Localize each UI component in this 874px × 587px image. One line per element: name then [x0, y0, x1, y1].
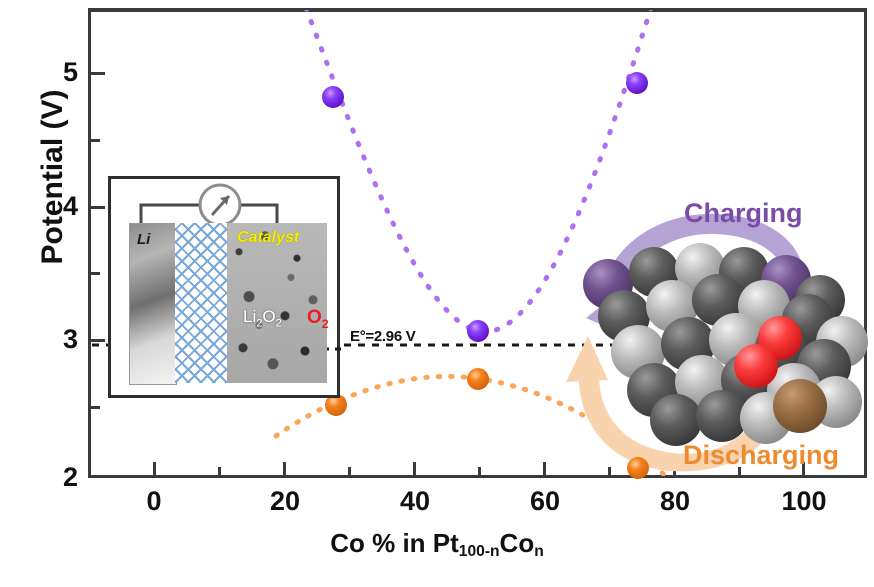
- electrolyte-separator: [175, 223, 227, 383]
- y-major-tick-5: [91, 72, 105, 75]
- discharging-arrow-icon: [566, 336, 766, 472]
- battery-schematic-inset: Li Catalyst Li2O2 O2: [108, 176, 343, 398]
- data-point-charging-2: [467, 320, 489, 342]
- oxygen-atom-2: [734, 344, 778, 388]
- li2o2-sub2: 2: [275, 317, 282, 330]
- x-major-tick-60: [543, 462, 546, 476]
- y-tick-label-3: 3: [62, 324, 78, 354]
- x-tick-label-40: 40: [399, 486, 431, 516]
- y-major-tick-4: [91, 206, 105, 209]
- li2o2-sub1: 2: [256, 317, 263, 330]
- data-point-discharging-3: [627, 457, 649, 479]
- x-major-tick-40: [413, 462, 416, 476]
- y-tick-label-5: 5: [62, 57, 78, 87]
- data-point-charging-1: [322, 86, 344, 108]
- x-major-tick-20: [283, 462, 286, 476]
- oxygen-label: O2: [307, 307, 329, 331]
- x-axis-label-sub1: 100-n: [458, 542, 500, 560]
- x-tick-label-60: 60: [529, 486, 561, 516]
- x-minor-tick-10: [218, 467, 221, 476]
- x-axis-label-mid: Co: [499, 528, 535, 558]
- data-point-discharging-2: [467, 368, 489, 390]
- x-tick-label-80: 80: [659, 486, 691, 516]
- data-point-charging-3: [626, 72, 648, 94]
- y-tick-label-4: 4: [62, 191, 78, 221]
- y-minor-tick-4p5: [91, 139, 100, 142]
- catalyst-cathode: [227, 223, 327, 383]
- x-minor-tick-70: [608, 467, 611, 476]
- discharging-label: Discharging: [683, 440, 840, 470]
- plot-frame: [88, 8, 867, 478]
- li2o2-o: O: [262, 307, 276, 326]
- y-minor-tick-3p5: [91, 272, 100, 275]
- x-tick-label-100: 100: [781, 486, 827, 516]
- lithium-peroxide-label: Li2O2: [243, 307, 282, 329]
- li2o2-li: Li: [243, 307, 257, 326]
- x-tick-label-20: 20: [269, 486, 301, 516]
- x-axis-label-prefix: Co % in Pt: [330, 528, 459, 558]
- y-minor-tick-2p5: [91, 406, 100, 409]
- lithium-anode-label: Li: [137, 231, 151, 248]
- x-tick-label-0: 0: [146, 486, 162, 516]
- catalyst-label: Catalyst: [237, 229, 300, 246]
- oxygen-sub: 2: [321, 316, 329, 331]
- x-axis-label: Co % in Pt100-nCon: [0, 528, 874, 561]
- standard-potential-text: E°=2.96 V: [350, 328, 416, 345]
- y-major-tick-3: [91, 339, 105, 342]
- discharging-data-points[interactable]: [325, 368, 649, 479]
- nanoparticle-illustration: [566, 213, 868, 472]
- x-minor-tick-30: [348, 467, 351, 476]
- data-point-discharging-1: [325, 394, 347, 416]
- x-major-tick-100: [802, 462, 805, 476]
- y-tick-label-2: 2: [62, 462, 78, 492]
- x-minor-tick-90: [738, 467, 741, 476]
- x-axis-label-sub2: n: [534, 542, 544, 560]
- standard-potential-annotation: E°=2.96 V: [350, 328, 416, 345]
- x-major-tick-0: [153, 462, 156, 476]
- charging-data-points[interactable]: [322, 72, 648, 342]
- x-minor-tick-50: [478, 467, 481, 476]
- cobalt-atom: [773, 379, 827, 433]
- charging-label: Charging: [684, 198, 803, 228]
- oxygen-o: O: [307, 307, 322, 328]
